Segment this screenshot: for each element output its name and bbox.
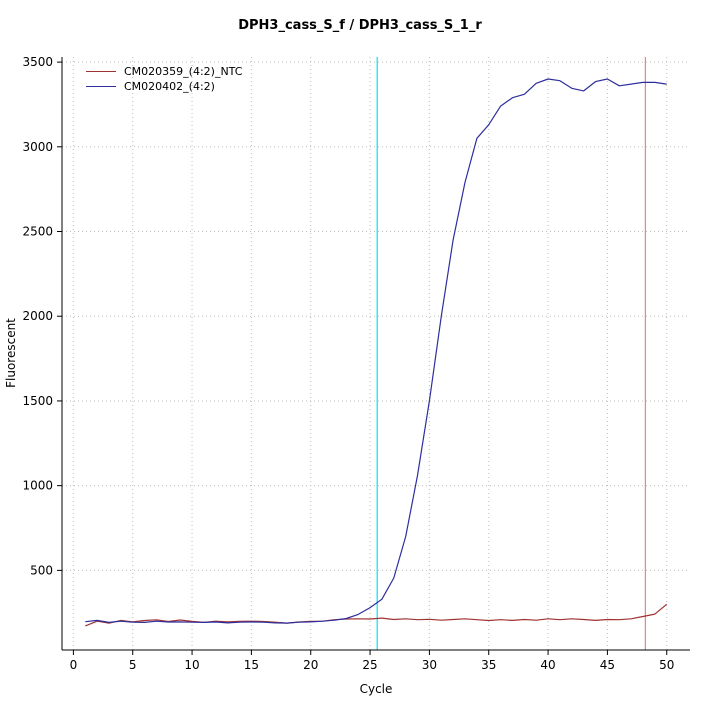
x-tick-label: 5 <box>129 658 137 672</box>
series-line-1 <box>85 78 667 624</box>
x-tick-label: 0 <box>70 658 78 672</box>
x-tick-label: 35 <box>481 658 496 672</box>
legend-label-sample: CM020402_(4:2) <box>124 80 215 93</box>
chart-legend: CM020359_(4:2)_NTC CM020402_(4:2) <box>86 64 242 94</box>
x-tick-label: 10 <box>184 658 199 672</box>
series-line-0 <box>85 603 668 627</box>
y-axis-label: Fluorescent <box>4 318 18 388</box>
legend-item-sample: CM020402_(4:2) <box>86 79 242 94</box>
chart-title: DPH3_cass_S_f / DPH3_cass_S_1_r <box>238 18 482 33</box>
legend-line-swatch-ntc <box>86 71 116 72</box>
x-tick-label: 40 <box>540 658 555 672</box>
legend-label-ntc: CM020359_(4:2)_NTC <box>124 65 243 78</box>
y-tick-label: 3500 <box>22 55 53 69</box>
x-axis-label: Cycle <box>360 682 393 696</box>
legend-line-swatch-sample <box>86 86 116 87</box>
y-tick-label: 2500 <box>22 225 53 239</box>
x-tick-label: 20 <box>303 658 318 672</box>
x-tick-label: 45 <box>600 658 615 672</box>
y-tick-label: 1500 <box>22 394 53 408</box>
y-tick-label: 1000 <box>22 479 53 493</box>
x-tick-label: 50 <box>659 658 674 672</box>
x-tick-label: 25 <box>362 658 377 672</box>
x-tick-label: 30 <box>422 658 437 672</box>
legend-item-ntc: CM020359_(4:2)_NTC <box>86 64 242 79</box>
x-tick-label: 15 <box>244 658 259 672</box>
plot-content: 0 5 10 15 20 25 30 35 40 45 50 500 1000 1500 2000 2500 3… <box>22 55 690 672</box>
y-tick-label: 3000 <box>22 140 53 154</box>
y-tick-label: 500 <box>30 563 53 577</box>
y-tick-label: 2000 <box>22 309 53 323</box>
